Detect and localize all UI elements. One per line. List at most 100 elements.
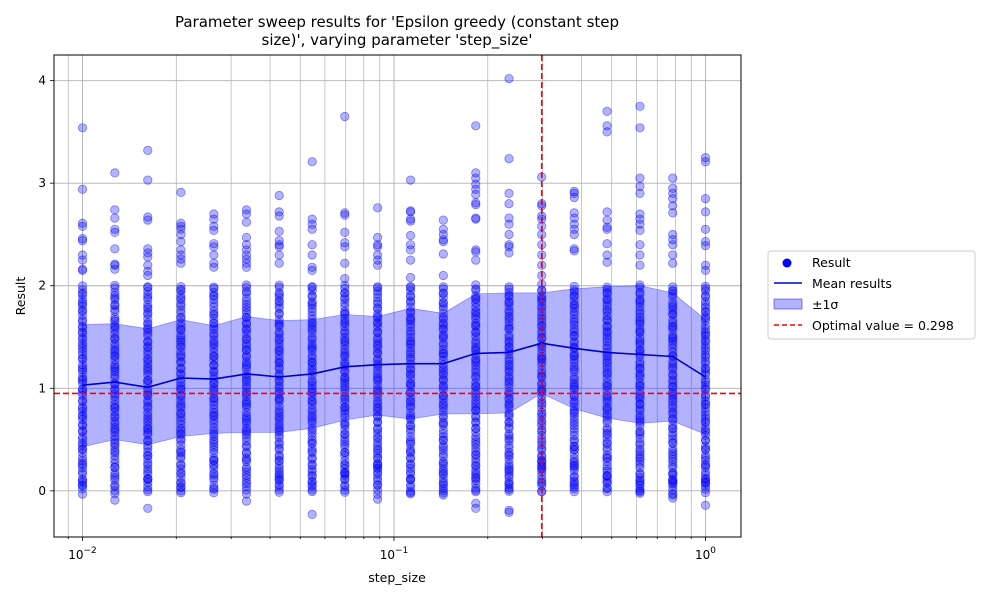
result-point	[209, 407, 219, 417]
result-point	[471, 473, 481, 483]
result-point	[602, 314, 612, 325]
result-point	[77, 460, 88, 470]
result-point	[635, 370, 645, 380]
result-point	[176, 284, 186, 295]
result-point	[471, 321, 481, 331]
legend-band-swatch	[773, 298, 803, 310]
result-point	[143, 248, 153, 258]
result-point	[373, 406, 383, 417]
result-point	[569, 310, 579, 320]
result-point	[700, 346, 711, 356]
result-point	[307, 470, 317, 480]
result-point	[307, 343, 317, 353]
result-point	[668, 318, 678, 328]
result-point	[569, 351, 579, 361]
result-point	[209, 209, 219, 219]
result-point	[471, 367, 481, 377]
result-point	[274, 383, 284, 393]
result-point	[143, 302, 153, 312]
result-point	[602, 127, 612, 137]
chart-title-line-1: Parameter sweep results for 'Epsilon gre…	[175, 13, 619, 31]
result-point	[635, 394, 645, 404]
result-point	[635, 380, 645, 391]
result-point	[405, 316, 416, 326]
result-point	[602, 425, 612, 435]
result-point	[307, 428, 317, 438]
result-point	[241, 472, 252, 483]
result-point	[110, 168, 120, 178]
result-point	[668, 188, 678, 198]
result-point	[340, 482, 350, 492]
result-point	[471, 255, 481, 265]
result-point	[209, 459, 219, 469]
result-point	[405, 454, 416, 464]
result-point	[143, 407, 153, 418]
result-point	[668, 382, 678, 392]
result-point	[307, 303, 317, 314]
result-point	[241, 467, 252, 477]
result-point	[77, 477, 88, 487]
result-point	[209, 225, 219, 235]
result-point	[143, 270, 153, 281]
result-point	[209, 480, 219, 490]
result-point	[569, 244, 579, 254]
result-point	[307, 480, 317, 490]
result-point	[110, 412, 120, 422]
result-point	[668, 444, 678, 454]
result-point	[504, 371, 514, 381]
result-point	[569, 477, 579, 488]
result-point	[569, 408, 579, 419]
result-point	[471, 328, 481, 338]
result-point	[373, 440, 383, 451]
result-point	[307, 425, 317, 435]
result-point	[405, 245, 416, 255]
result-point	[569, 355, 579, 365]
result-point	[307, 375, 317, 385]
result-point	[340, 475, 350, 485]
result-point	[110, 280, 120, 290]
result-point	[569, 420, 579, 430]
result-point	[307, 291, 317, 302]
result-point	[504, 240, 514, 250]
result-point	[143, 475, 153, 485]
result-point	[241, 286, 252, 297]
result-point	[110, 316, 120, 326]
result-point	[602, 207, 612, 217]
result-point	[569, 350, 579, 361]
result-point	[340, 439, 350, 449]
result-point	[700, 281, 711, 291]
result-point	[438, 478, 448, 489]
result-point	[340, 273, 350, 284]
result-point	[438, 486, 448, 496]
result-point	[209, 338, 219, 348]
result-point	[209, 340, 219, 350]
result-point	[700, 241, 711, 251]
result-point	[405, 482, 416, 492]
result-point	[635, 359, 645, 369]
result-point	[405, 475, 416, 485]
result-point	[274, 280, 284, 290]
result-point	[274, 401, 284, 411]
result-point	[668, 431, 678, 441]
result-point	[471, 457, 481, 467]
result-point	[635, 427, 645, 437]
result-point	[668, 409, 678, 419]
result-point	[471, 381, 481, 391]
result-point	[209, 415, 219, 425]
result-point	[110, 454, 120, 465]
result-point	[569, 208, 579, 218]
result-point	[241, 345, 252, 355]
result-point	[438, 301, 448, 311]
legend-frame	[767, 250, 976, 340]
result-point	[504, 297, 514, 308]
result-point	[602, 298, 612, 308]
result-point	[307, 509, 317, 520]
result-point	[274, 346, 284, 356]
result-point	[504, 154, 514, 164]
result-point	[668, 250, 678, 260]
result-point	[668, 309, 678, 319]
result-point	[569, 445, 579, 455]
result-point	[405, 292, 416, 302]
result-point	[143, 308, 153, 318]
result-point	[504, 423, 514, 434]
